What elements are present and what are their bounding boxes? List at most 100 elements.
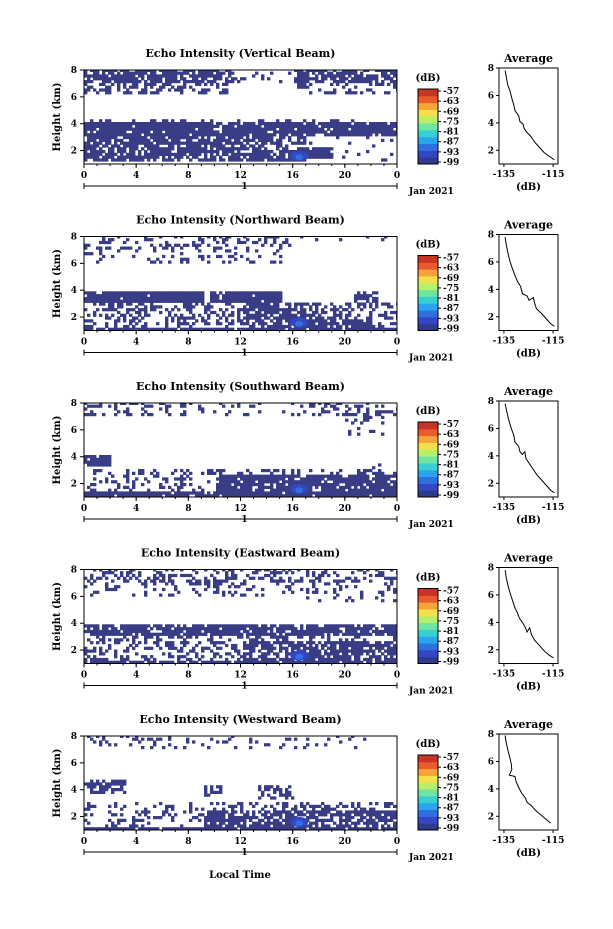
heatmap-cell — [312, 579, 316, 583]
heatmap-cell — [90, 150, 94, 154]
heatmap-cell — [336, 483, 340, 487]
heatmap-cell — [330, 491, 334, 495]
heatmap-cell — [96, 657, 100, 662]
heatmap-cell — [144, 305, 148, 309]
heatmap-cell — [381, 238, 385, 242]
heatmap-cell — [138, 641, 142, 645]
heatmap-cell — [234, 483, 238, 487]
heatmap-cell — [324, 627, 328, 631]
heatmap-cell — [312, 624, 316, 628]
heatmap-cell — [165, 308, 169, 312]
heatmap-cell — [126, 324, 130, 329]
heatmap-cell — [129, 403, 133, 405]
heatmap-cell — [318, 576, 322, 580]
heatmap-cell — [99, 294, 103, 298]
colorbar-tick-label: -93 — [443, 647, 459, 657]
heatmap-cell — [195, 246, 199, 250]
heatmap-cell — [237, 483, 241, 487]
heatmap-cell — [180, 646, 184, 650]
heatmap-cell — [348, 494, 352, 497]
heatmap-cell — [102, 158, 106, 162]
heatmap-cell — [330, 74, 334, 78]
heatmap-cell — [138, 294, 142, 298]
heatmap-cell — [186, 627, 190, 631]
heatmap-cell — [102, 660, 106, 664]
x-tick-label: 8 — [185, 171, 191, 181]
x-tick-label: 20 — [339, 338, 352, 348]
heatmap-cell — [339, 646, 343, 650]
heatmap-cell — [306, 491, 310, 495]
heatmap-cell — [354, 122, 358, 126]
heatmap-cell — [132, 294, 136, 298]
heatmap-cell — [384, 74, 388, 78]
heatmap-cell — [288, 327, 292, 331]
heatmap-cell — [348, 319, 352, 323]
heatmap-cell — [312, 571, 316, 575]
heatmap-cell — [237, 136, 241, 140]
heatmap-cell — [321, 70, 325, 72]
heatmap-cell — [234, 299, 238, 303]
heatmap-cell — [270, 494, 274, 497]
heatmap-cell — [162, 403, 166, 405]
colorbar-swatch — [418, 490, 438, 498]
heatmap-cell — [222, 641, 226, 645]
colorbar-swatch — [418, 109, 438, 117]
heatmap-cell — [123, 649, 127, 653]
heatmap-cell — [387, 488, 391, 492]
heatmap-cell — [126, 152, 130, 156]
heatmap-cell — [186, 147, 190, 151]
heatmap-cell — [171, 643, 175, 648]
heatmap-cell — [303, 316, 307, 320]
heatmap-cell — [192, 243, 196, 247]
heatmap-cell — [252, 302, 256, 306]
heatmap-cell — [354, 299, 358, 303]
heatmap-cell — [285, 646, 289, 650]
heatmap-cell — [267, 643, 271, 648]
heatmap-cell — [345, 477, 349, 481]
heatmap-cell — [294, 313, 298, 317]
heatmap-cell — [204, 629, 208, 634]
heatmap-cell — [312, 155, 316, 159]
heatmap-cell — [309, 127, 313, 131]
heatmap-cell — [90, 252, 94, 256]
heatmap-cell — [309, 632, 313, 636]
heatmap-cell — [177, 324, 181, 329]
colorbar-frame — [417, 88, 439, 165]
heatmap-cell — [342, 655, 346, 659]
heatmap-cell — [234, 624, 238, 628]
heatmap-cell — [225, 147, 229, 151]
heatmap-cell — [135, 632, 139, 636]
heatmap-cell — [333, 327, 337, 331]
heatmap-cell — [267, 480, 271, 484]
heatmap-cell — [294, 122, 298, 126]
heatmap-cell — [201, 147, 205, 151]
heatmap-cell — [360, 77, 364, 81]
colorbar-swatch — [418, 89, 438, 97]
heatmap-cell — [165, 316, 169, 320]
heatmap-cell — [117, 74, 121, 78]
heatmap-cell — [183, 291, 187, 295]
heatmap-cell — [273, 494, 277, 497]
heatmap-cell — [201, 494, 205, 497]
heatmap-cell — [234, 158, 238, 162]
heatmap-cell — [249, 488, 253, 492]
heatmap-cell — [192, 71, 196, 75]
heatmap-cell — [339, 80, 343, 84]
heatmap-cell — [189, 294, 193, 298]
heatmap-cell — [330, 124, 334, 128]
heatmap-cell — [315, 624, 319, 628]
heatmap-cell — [222, 150, 226, 154]
heatmap-cell — [360, 294, 364, 298]
panel-title: Echo Intensity (Westward Beam) — [139, 713, 341, 726]
heatmap-cell — [153, 632, 157, 636]
heatmap-cell — [129, 144, 133, 148]
heatmap-cell — [282, 147, 286, 151]
heatmap-cell — [141, 483, 145, 487]
heatmap-cell — [105, 155, 109, 159]
heatmap-cell — [339, 641, 343, 645]
heatmap-cell — [342, 85, 346, 89]
heatmap-cell — [87, 627, 91, 631]
heatmap-cell — [153, 660, 157, 664]
heatmap-cell — [93, 71, 97, 75]
heatmap-cell — [273, 291, 277, 295]
